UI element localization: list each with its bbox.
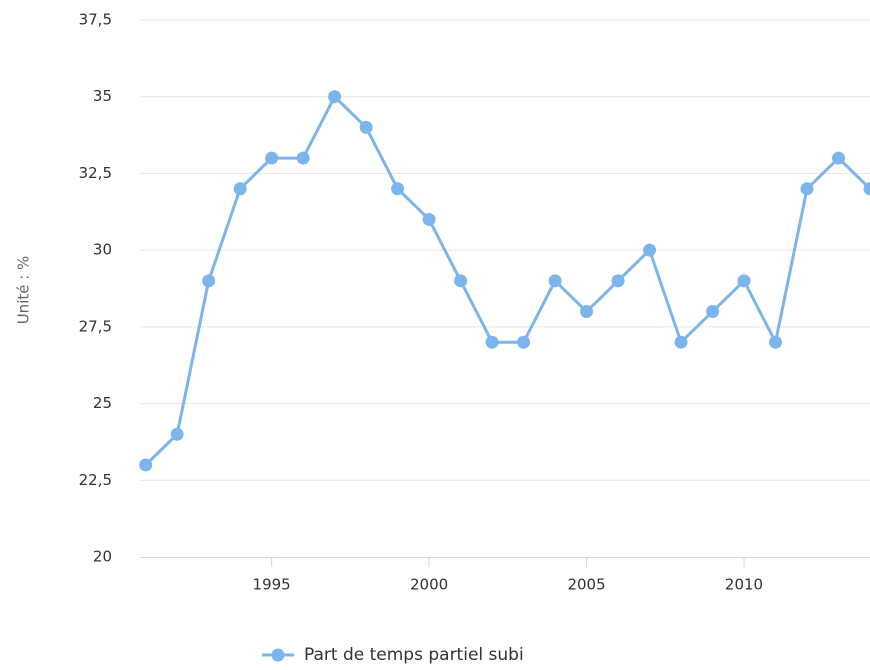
data-point — [139, 458, 153, 472]
legend-label: Part de temps partiel subi — [304, 645, 524, 665]
y-axis-label: Unité : % — [15, 256, 33, 325]
data-point — [643, 243, 657, 257]
data-point — [548, 274, 562, 288]
data-point — [202, 274, 216, 288]
data-point — [737, 274, 751, 288]
data-point — [611, 274, 625, 288]
data-point — [391, 182, 405, 196]
x-tick-label: 2000 — [410, 576, 448, 594]
data-point — [170, 427, 184, 441]
data-point — [296, 151, 310, 165]
data-point — [485, 335, 499, 349]
data-point — [706, 305, 720, 319]
y-tick-label: 37,5 — [79, 11, 112, 29]
x-tick-label: 1995 — [253, 576, 291, 594]
data-point — [233, 182, 247, 196]
data-point — [359, 120, 373, 134]
data-point — [580, 305, 594, 319]
y-tick-label: 32,5 — [79, 164, 112, 182]
legend-symbol — [271, 648, 285, 662]
data-point — [454, 274, 468, 288]
y-tick-label: 22,5 — [79, 471, 112, 489]
y-tick-label: 35 — [93, 87, 112, 105]
data-point — [422, 212, 436, 226]
x-tick-label: 2010 — [725, 576, 763, 594]
y-tick-label: 25 — [93, 394, 112, 412]
data-point — [517, 335, 531, 349]
data-point — [769, 335, 783, 349]
data-point — [800, 182, 814, 196]
data-point — [674, 335, 688, 349]
data-point — [265, 151, 279, 165]
y-tick-label: 27,5 — [79, 317, 112, 335]
y-tick-label: 30 — [93, 241, 112, 259]
data-point — [832, 151, 846, 165]
series-line — [144, 95, 870, 467]
x-tick-label: 2005 — [567, 576, 605, 594]
data-point — [328, 90, 342, 104]
y-tick-label: 20 — [93, 548, 112, 566]
data-point — [863, 182, 870, 196]
